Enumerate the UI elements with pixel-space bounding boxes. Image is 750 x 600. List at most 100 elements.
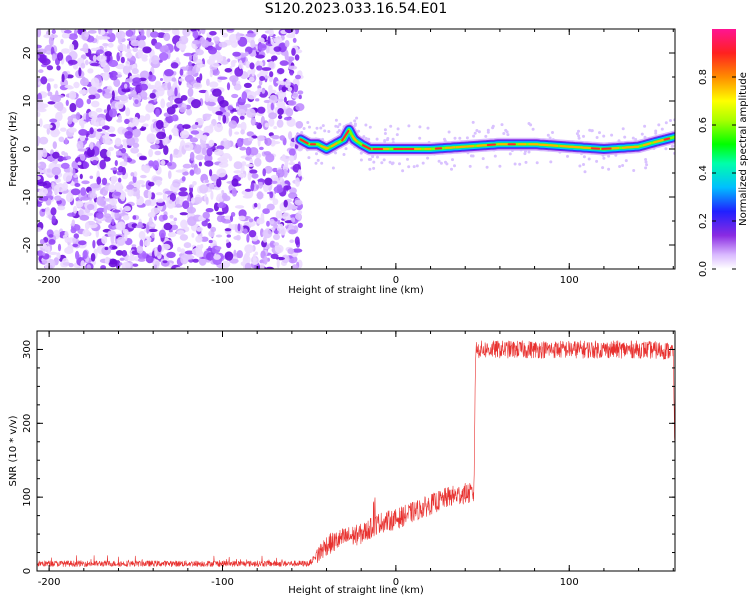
noise-blob xyxy=(138,231,146,240)
noise-blob xyxy=(231,178,239,187)
noise-blob xyxy=(82,229,91,237)
noise-blob xyxy=(101,235,108,245)
noise-blob xyxy=(291,264,299,269)
noise-blob xyxy=(208,239,213,244)
noise-blob xyxy=(270,135,280,139)
noise-blob xyxy=(271,55,278,61)
noise-blob xyxy=(201,147,208,156)
noise-blob xyxy=(273,126,278,130)
noise-blob xyxy=(289,239,295,243)
noise-blob xyxy=(57,205,66,211)
snr-x-tick-label: -200 xyxy=(38,577,61,588)
noise-blob xyxy=(82,250,88,260)
noise-blob xyxy=(231,187,237,197)
track-scatter xyxy=(535,161,539,165)
noise-blob xyxy=(51,182,55,189)
noise-blob xyxy=(232,51,241,57)
noise-blob xyxy=(47,101,56,105)
noise-blob xyxy=(67,59,78,65)
noise-blob xyxy=(57,243,62,252)
noise-blob xyxy=(287,100,297,106)
noise-blob xyxy=(50,34,58,39)
noise-blob xyxy=(62,181,68,191)
noise-blob xyxy=(173,148,179,155)
noise-blob xyxy=(158,229,166,238)
noise-blob xyxy=(45,206,51,216)
noise-blob xyxy=(216,54,224,63)
noise-blob xyxy=(239,98,246,103)
noise-blob xyxy=(156,131,167,140)
track-scatter xyxy=(396,127,400,131)
noise-blob xyxy=(139,239,144,248)
noise-blob xyxy=(190,29,197,32)
noise-blob xyxy=(104,246,109,251)
noise-blob xyxy=(295,121,304,129)
noise-blob xyxy=(259,146,264,151)
track-scatter xyxy=(588,128,592,132)
noise-blob xyxy=(221,190,225,194)
track-scatter xyxy=(621,127,625,131)
noise-blob xyxy=(194,167,201,175)
noise-blob xyxy=(266,220,270,227)
signal-track-core xyxy=(642,142,651,147)
noise-blob xyxy=(162,122,169,128)
noise-blob xyxy=(195,235,203,243)
spectrogram-x-axis-label: Height of straight line (km) xyxy=(288,285,424,296)
noise-blob xyxy=(269,240,276,248)
track-scatter xyxy=(418,136,422,140)
noise-blob xyxy=(122,215,130,221)
track-scatter xyxy=(450,167,453,171)
noise-blob xyxy=(61,33,70,39)
noise-blob xyxy=(90,62,100,67)
noise-blob xyxy=(269,218,275,224)
noise-blob xyxy=(234,205,245,209)
noise-blob xyxy=(99,148,109,159)
noise-blob xyxy=(273,77,279,87)
track-scatter xyxy=(481,157,485,161)
noise-blob xyxy=(131,244,137,248)
track-scatter xyxy=(502,132,506,135)
noise-blob xyxy=(278,223,284,230)
noise-blob xyxy=(60,127,67,132)
noise-blob xyxy=(249,169,258,174)
noise-blob xyxy=(39,118,43,128)
track-scatter xyxy=(527,150,531,154)
signal-track-core xyxy=(351,135,358,142)
noise-blob xyxy=(178,78,185,82)
noise-blob xyxy=(182,163,192,169)
noise-blob xyxy=(141,126,147,131)
noise-blob xyxy=(106,204,113,211)
noise-blob xyxy=(96,207,106,213)
noise-blob xyxy=(145,103,155,113)
noise-blob xyxy=(266,203,275,211)
noise-blob xyxy=(41,208,46,212)
noise-blob xyxy=(268,61,275,69)
track-scatter xyxy=(445,162,449,166)
noise-blob xyxy=(123,205,131,212)
noise-blob xyxy=(254,157,262,167)
track-scatter xyxy=(344,147,348,151)
noise-blob xyxy=(192,181,197,186)
snr-y-tick-label: 300 xyxy=(22,340,33,359)
noise-blob xyxy=(276,169,285,178)
noise-blob xyxy=(142,46,152,54)
noise-blob xyxy=(104,51,112,57)
noise-blob xyxy=(102,125,110,130)
noise-blob xyxy=(288,131,293,140)
noise-blob xyxy=(152,160,159,170)
noise-blob xyxy=(226,29,234,32)
noise-blob xyxy=(72,237,77,243)
noise-blob xyxy=(108,108,118,118)
noise-blob xyxy=(115,63,126,70)
noise-blob xyxy=(148,228,158,233)
noise-blob xyxy=(96,49,104,54)
noise-blob xyxy=(114,191,122,196)
colorbar-gradient xyxy=(712,29,736,269)
noise-blob xyxy=(221,219,232,224)
noise-blob xyxy=(116,236,126,246)
noise-blob xyxy=(293,83,299,93)
noise-blob xyxy=(51,166,62,176)
noise-blob xyxy=(212,88,222,97)
noise-blob xyxy=(234,223,238,233)
noise-blob xyxy=(245,163,255,167)
